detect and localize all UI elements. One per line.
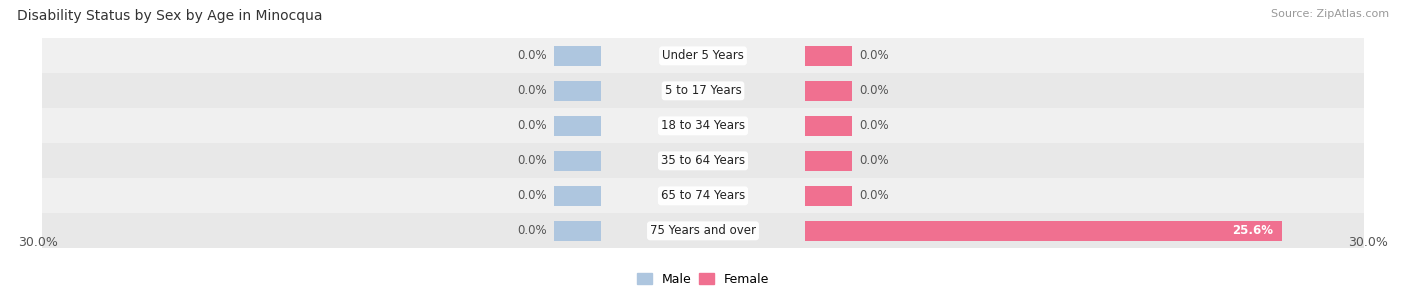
Text: Source: ZipAtlas.com: Source: ZipAtlas.com <box>1271 9 1389 19</box>
Bar <box>42 143 1364 178</box>
Bar <box>42 73 1364 108</box>
Text: 0.0%: 0.0% <box>859 189 889 202</box>
Bar <box>42 178 1364 213</box>
Text: 35 to 64 Years: 35 to 64 Years <box>661 154 745 167</box>
Bar <box>554 151 600 171</box>
Bar <box>806 151 852 171</box>
Bar <box>42 108 1364 143</box>
Text: 0.0%: 0.0% <box>859 119 889 132</box>
Text: 18 to 34 Years: 18 to 34 Years <box>661 119 745 132</box>
Text: Disability Status by Sex by Age in Minocqua: Disability Status by Sex by Age in Minoc… <box>17 9 322 23</box>
Text: 25.6%: 25.6% <box>1232 224 1272 237</box>
Bar <box>806 186 852 206</box>
Text: Under 5 Years: Under 5 Years <box>662 49 744 62</box>
Bar <box>806 221 1282 241</box>
Bar <box>554 46 600 66</box>
Text: 0.0%: 0.0% <box>517 119 547 132</box>
Bar <box>806 46 852 66</box>
Text: 0.0%: 0.0% <box>517 154 547 167</box>
Bar <box>554 221 600 241</box>
Text: 0.0%: 0.0% <box>859 49 889 62</box>
Text: 0.0%: 0.0% <box>517 189 547 202</box>
Text: 0.0%: 0.0% <box>859 84 889 97</box>
Bar <box>806 116 852 136</box>
Text: 0.0%: 0.0% <box>859 154 889 167</box>
Bar <box>554 186 600 206</box>
Bar <box>554 81 600 101</box>
Text: 75 Years and over: 75 Years and over <box>650 224 756 237</box>
Bar <box>42 214 1364 248</box>
Bar <box>806 81 852 101</box>
Legend: Male, Female: Male, Female <box>631 268 775 291</box>
Text: 0.0%: 0.0% <box>517 84 547 97</box>
Bar <box>42 38 1364 73</box>
Bar <box>554 116 600 136</box>
Text: 30.0%: 30.0% <box>1348 236 1388 249</box>
Text: 65 to 74 Years: 65 to 74 Years <box>661 189 745 202</box>
Text: 30.0%: 30.0% <box>18 236 58 249</box>
Text: 0.0%: 0.0% <box>517 224 547 237</box>
Text: 0.0%: 0.0% <box>517 49 547 62</box>
Text: 5 to 17 Years: 5 to 17 Years <box>665 84 741 97</box>
